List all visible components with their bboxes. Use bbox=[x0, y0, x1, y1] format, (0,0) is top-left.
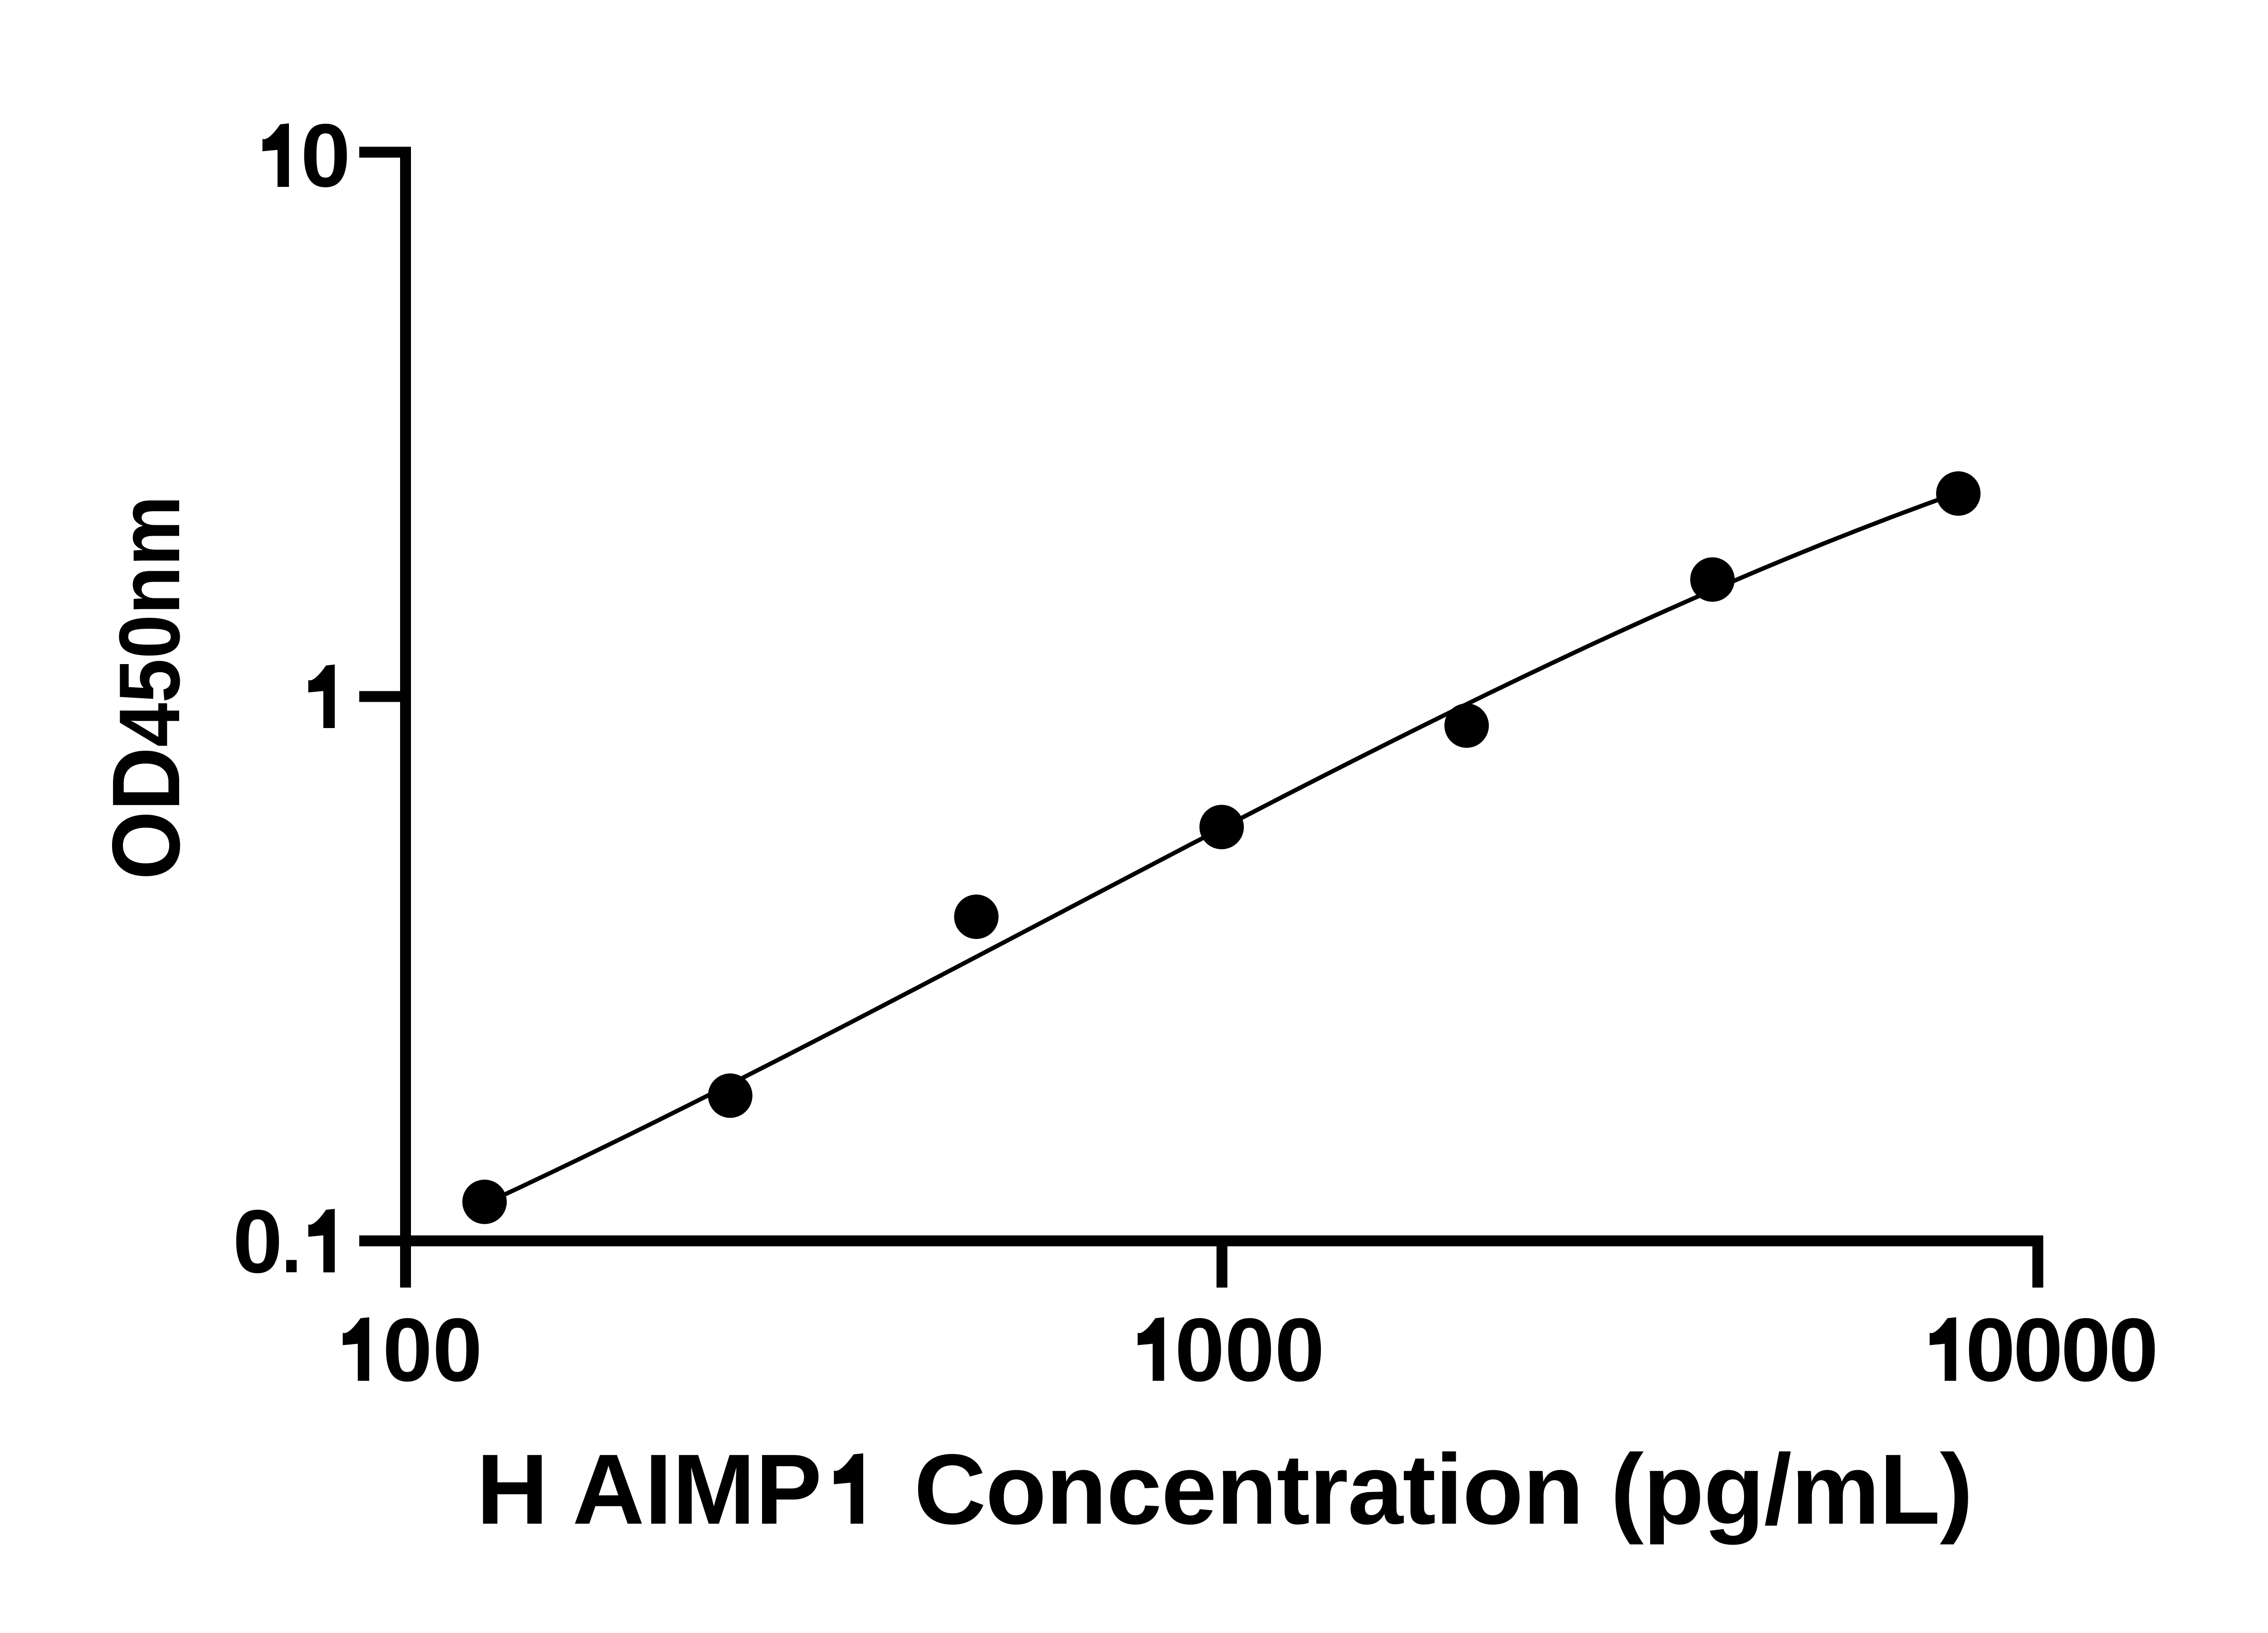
svg-text:0000: 0000 bbox=[1965, 1300, 2156, 1400]
svg-text:00: 00 bbox=[382, 1300, 482, 1400]
svg-text:H AIMP: H AIMP bbox=[476, 1433, 822, 1545]
svg-text:OD450nm: OD450nm bbox=[93, 495, 200, 880]
svg-text:0: 0 bbox=[233, 1191, 283, 1291]
svg-text:000: 000 bbox=[1175, 1300, 1325, 1400]
svg-text:0: 0 bbox=[301, 105, 351, 205]
svg-text:Concentration (pg/mL): Concentration (pg/mL) bbox=[914, 1433, 1972, 1545]
